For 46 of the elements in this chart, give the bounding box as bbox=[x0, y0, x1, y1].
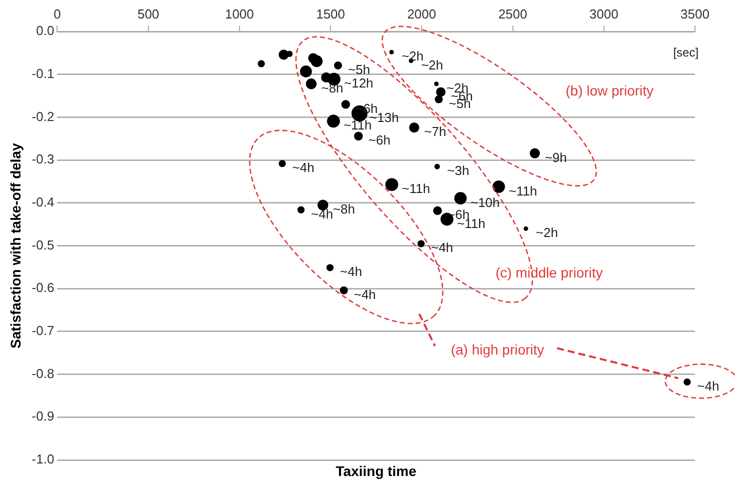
annotation: ~5h bbox=[348, 62, 370, 78]
y-tick-label: -0.5 bbox=[32, 237, 54, 252]
annotation: ~4h bbox=[697, 378, 720, 394]
annotation: ~11h bbox=[343, 118, 372, 133]
y-tick-label: 0.0 bbox=[36, 23, 54, 38]
annotation: ~2h bbox=[402, 48, 424, 64]
annotation: ~6h bbox=[368, 132, 390, 148]
y-tick-label: -0.2 bbox=[32, 108, 54, 124]
x-axis-title: Taxiing time bbox=[336, 462, 417, 479]
y-tick-label: -0.3 bbox=[32, 152, 54, 167]
y-tick-label: -0.6 bbox=[32, 280, 54, 296]
annotation: ~7h bbox=[424, 124, 446, 140]
annotation: ~11h bbox=[402, 181, 430, 196]
x-tick-label: 500 bbox=[137, 6, 160, 22]
annotation: ~2h bbox=[421, 57, 444, 72]
y-tick-label: -0.4 bbox=[32, 194, 54, 210]
annotation: ~11h bbox=[508, 183, 538, 198]
annotation: ~4h bbox=[354, 286, 376, 302]
annotation: ~4h bbox=[311, 206, 334, 222]
annotation: (a) high priority bbox=[450, 342, 544, 358]
annotation: ~4h bbox=[340, 264, 362, 280]
annotation: ~4h bbox=[292, 160, 314, 176]
x-tick-label: 2000 bbox=[407, 6, 436, 22]
annotation: [sec] bbox=[673, 45, 699, 60]
annotation: ~4h bbox=[431, 240, 454, 256]
x-tick-label: 1000 bbox=[224, 6, 254, 22]
y-tick-label: -0.8 bbox=[32, 366, 54, 381]
x-tick-label: 1500 bbox=[316, 6, 346, 22]
y-tick-label: -0.1 bbox=[32, 66, 54, 82]
y-tick-label: -0.9 bbox=[32, 408, 54, 424]
annotation: ~10h bbox=[470, 194, 500, 210]
x-tick-label: 0 bbox=[54, 6, 61, 22]
x-tick-label: 2500 bbox=[498, 6, 528, 22]
annotation: ~9h bbox=[544, 150, 567, 165]
x-tick-label: 3500 bbox=[680, 6, 710, 22]
annotation: ~12h bbox=[344, 76, 374, 91]
annotation: ~2h bbox=[536, 225, 558, 240]
annotation: (c) middle priority bbox=[495, 264, 603, 281]
annotation: ~8h bbox=[321, 80, 344, 96]
y-tick-label: -1.0 bbox=[32, 452, 54, 467]
annotation: ~8h bbox=[332, 202, 355, 217]
annotation: ~3h bbox=[447, 163, 470, 178]
x-tick-label: 3000 bbox=[589, 6, 618, 22]
y-tick-label: -0.7 bbox=[32, 323, 54, 338]
y-axis-title: Satisfaction with take-off delay bbox=[7, 142, 24, 348]
annotation: (b) low priority bbox=[566, 82, 654, 98]
